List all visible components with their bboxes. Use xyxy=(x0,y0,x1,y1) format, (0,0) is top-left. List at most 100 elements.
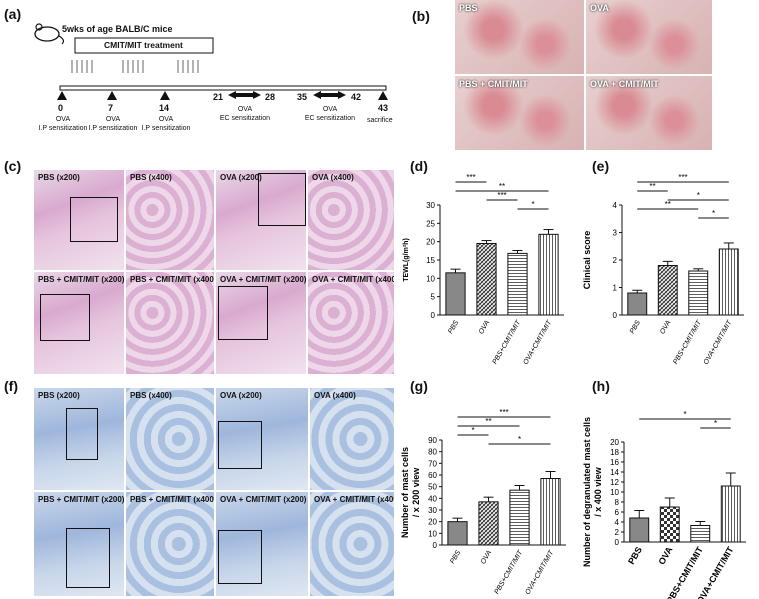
day-35: 35 xyxy=(297,92,308,102)
day-7: 7 xyxy=(108,103,114,113)
y-tick-label: 2 xyxy=(613,256,618,265)
he-ova-cmit-x400: OVA + CMIT/MIT (x400) xyxy=(308,272,394,374)
bar xyxy=(476,243,497,316)
tb-pbs-x200: PBS (x200) xyxy=(34,388,124,490)
significance-marker: * xyxy=(531,200,534,209)
mouse-icon xyxy=(34,23,65,45)
treatment-arrows xyxy=(71,60,199,73)
y-tick-label: 80 xyxy=(428,448,437,457)
y-tick-label: 5 xyxy=(431,293,436,302)
y-axis-title: Number of degranulated mast cells xyxy=(582,417,592,567)
he-pbs-x200: PBS (x200) xyxy=(34,170,124,270)
tb-ova-cmit-x400: OVA + CMIT/MIT (x400) xyxy=(310,492,394,596)
y-tick-label: 6 xyxy=(615,508,620,517)
bar xyxy=(509,489,530,546)
tb-pbs-cmit-x200: PBS + CMIT/MIT (x200) xyxy=(34,492,124,596)
y-tick-label: 30 xyxy=(426,201,435,210)
significance-marker: ** xyxy=(499,182,505,191)
y-axis-title: / x 400 view xyxy=(593,466,603,517)
y-axis-title: / x 200 view xyxy=(411,467,421,518)
y-tick-label: 0 xyxy=(431,311,436,320)
bar xyxy=(690,525,711,543)
y-tick-label: 0 xyxy=(615,538,620,547)
y-axis-title: TEWL(g/m²h) xyxy=(403,238,410,282)
significance-marker: * xyxy=(714,419,717,428)
tb-pbs-x400: PBS (x400) xyxy=(126,388,214,490)
panel-label-f: (f) xyxy=(4,378,18,394)
chart-tewl: 0 5 10 15 20 25 30 TEWL(g/m²h) PBS OVA PBS+CMIT/MI… xyxy=(403,173,564,366)
x-tick-label: OVA xyxy=(656,545,674,567)
event-ec-21: OVA EC sensitization xyxy=(219,106,271,122)
y-tick-label: 20 xyxy=(426,238,435,247)
x-tick-label: PBS+CMIT/MIT xyxy=(672,319,703,366)
day-0: 0 xyxy=(58,103,64,113)
photo-ova: OVA xyxy=(586,0,712,74)
significance-marker: * xyxy=(712,209,715,218)
he-pbs-cmit-x400: PBS + CMIT/MIT (x400) xyxy=(126,272,214,374)
y-axis-title: Clinical score xyxy=(582,231,592,290)
panel-label-c: (c) xyxy=(4,158,22,174)
y-tick-label: 2 xyxy=(615,528,620,537)
significance-marker: *** xyxy=(497,191,506,200)
y-tick-label: 25 xyxy=(426,219,435,228)
timeline-diagram xyxy=(34,23,388,100)
bar xyxy=(447,521,468,546)
significance-marker: *** xyxy=(499,408,508,417)
y-tick-label: 10 xyxy=(610,488,619,497)
y-tick-label: 60 xyxy=(428,471,437,480)
panel-label-g: (g) xyxy=(410,378,428,394)
y-tick-label: 18 xyxy=(610,448,619,457)
he-ova-x200: OVA (x200) xyxy=(216,170,306,270)
y-axis-title: Number of mast cells xyxy=(400,447,410,538)
day-43: 43 xyxy=(378,103,389,113)
y-tick-label: 4 xyxy=(613,201,618,210)
he-pbs-x400: PBS (x400) xyxy=(126,170,214,270)
panel-label-b: (b) xyxy=(412,8,430,24)
panel-label-h: (h) xyxy=(592,378,610,394)
treatment-label: CMIT/MIT treatment xyxy=(104,40,183,50)
tb-ova-x200: OVA (x200) xyxy=(216,388,308,490)
y-tick-label: 0 xyxy=(613,311,618,320)
event-ec-35: OVA EC sensitization xyxy=(304,106,356,122)
y-tick-label: 4 xyxy=(615,518,620,527)
bar xyxy=(627,292,648,316)
bar xyxy=(538,233,559,316)
he-ova-x400: OVA (x400) xyxy=(308,170,394,270)
y-tick-label: 10 xyxy=(426,274,435,283)
significance-marker: * xyxy=(697,191,700,200)
x-tick-label: OVA xyxy=(478,319,491,335)
significance-marker: *** xyxy=(466,173,475,182)
y-tick-label: 1 xyxy=(613,284,618,293)
y-tick-label: 50 xyxy=(428,483,437,492)
photo-pbs-cmit: PBS + CMIT/MIT xyxy=(455,76,584,150)
y-tick-label: 30 xyxy=(428,506,437,515)
significance-marker: *** xyxy=(678,173,687,182)
bar xyxy=(659,506,680,543)
x-tick-label: OVA+CMIT/MIT xyxy=(703,319,734,366)
x-tick-label: PBS+CMIT/MIT xyxy=(492,319,523,366)
significance-marker: * xyxy=(683,410,686,419)
y-tick-label: 15 xyxy=(426,256,435,265)
x-tick-label: PBS xyxy=(629,319,642,335)
bar xyxy=(540,478,561,546)
x-tick-label: OVA xyxy=(659,319,672,335)
panel-label-d: (d) xyxy=(410,158,428,174)
bar xyxy=(445,272,466,316)
y-tick-label: 20 xyxy=(610,438,619,447)
tb-pbs-cmit-x400: PBS + CMIT/MIT (x400) xyxy=(126,492,214,596)
tb-ova-cmit-x200: OVA + CMIT/MIT (x200) xyxy=(216,492,308,596)
tb-ova-x400: OVA (x400) xyxy=(310,388,394,490)
bar xyxy=(657,265,678,316)
y-tick-label: 3 xyxy=(613,229,618,238)
chart-mast-cells: 0 10 20 30 40 50 60 70 80 90 Number of mast cells /… xyxy=(400,408,566,596)
event-ip-0: OVA I.P sensitization xyxy=(38,116,88,132)
y-tick-label: 8 xyxy=(615,498,620,507)
timeline-subject: 5wks of age BALB/C mice xyxy=(62,24,173,34)
event-ip-14: OVA I.P sensitization xyxy=(141,116,191,132)
significance-marker: * xyxy=(471,426,474,435)
x-tick-label: OVA xyxy=(480,549,493,565)
y-tick-label: 0 xyxy=(433,541,438,550)
event-ip-7: OVA I.P sensitization xyxy=(88,116,138,132)
bar xyxy=(629,517,650,543)
